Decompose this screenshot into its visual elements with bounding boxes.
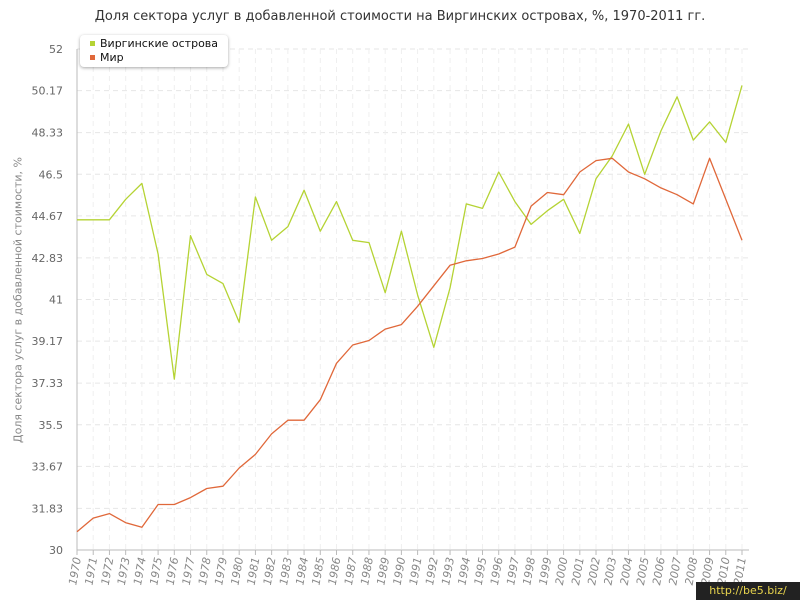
- x-tick-label: 2009: [699, 556, 717, 586]
- x-tick-label: 1970: [66, 556, 84, 586]
- x-tick-label: 1977: [180, 556, 198, 586]
- y-tick-label: 42.83: [32, 252, 64, 265]
- x-tick-label: 2006: [650, 556, 668, 586]
- chart-title: Доля сектора услуг в добавленной стоимос…: [94, 9, 706, 24]
- x-tick-label: 1979: [212, 556, 230, 586]
- x-tick-label: 1984: [293, 556, 311, 586]
- x-tick-label: 2001: [569, 556, 587, 586]
- x-tick-label: 1993: [439, 556, 457, 586]
- y-tick-label: 37.33: [32, 377, 64, 390]
- watermark-link[interactable]: http://be5.biz/: [696, 582, 800, 600]
- legend-label-series-1: Виргинские острова: [100, 37, 219, 50]
- legend-label-series-2: Мир: [100, 51, 124, 64]
- x-tick-label: 2007: [666, 556, 684, 586]
- x-tick-label: 1988: [358, 556, 376, 586]
- x-tick-label: 1976: [164, 556, 182, 586]
- x-tick-label: 1989: [374, 556, 392, 586]
- series-lines: [76, 85, 743, 533]
- x-tick-label: 1974: [131, 556, 149, 586]
- legend-item-series-2[interactable]: Мир: [90, 51, 124, 65]
- legend-swatch-series-2: [90, 54, 95, 60]
- x-tick-label: 1972: [99, 556, 117, 586]
- x-tick-label: 1980: [228, 556, 246, 586]
- x-tick-label: 1997: [504, 556, 522, 586]
- x-tick-label: 2005: [634, 556, 652, 586]
- x-tick-label: 1999: [537, 556, 555, 586]
- x-tick-label: 2004: [618, 556, 636, 586]
- y-tick-label: 48.33: [32, 127, 64, 140]
- x-tick-label: 2000: [553, 556, 571, 586]
- y-tick-label: 33.67: [32, 460, 64, 473]
- x-tick-label: 1982: [261, 556, 279, 586]
- y-tick-label: 50.17: [32, 85, 64, 98]
- x-tick-label: 1981: [245, 556, 263, 586]
- x-tick-label: 1973: [115, 556, 133, 586]
- x-tick-label: 1971: [83, 556, 101, 586]
- x-tick-label: 1985: [310, 556, 328, 586]
- x-tick-label: 2010: [715, 556, 733, 586]
- y-tick-label: 44.67: [32, 210, 64, 223]
- legend-item-series-1[interactable]: Виргинские острова: [90, 37, 218, 51]
- x-tick-label: 1994: [456, 556, 474, 586]
- x-tick-label: 1987: [342, 556, 360, 586]
- legend: Виргинские острова Мир: [80, 35, 228, 67]
- x-tick-label: 2002: [585, 556, 603, 586]
- y-tick-label: 35.5: [39, 419, 64, 432]
- x-tick-label: 1990: [391, 556, 409, 586]
- x-tick-label: 2011: [731, 556, 749, 586]
- y-tick-label: 39.17: [32, 335, 64, 348]
- y-tick-label: 30: [49, 544, 63, 557]
- x-tick-label: 2008: [683, 556, 701, 586]
- legend-swatch-series-1: [90, 40, 95, 46]
- x-tick-label: 1992: [423, 556, 441, 586]
- y-tick-label: 41: [49, 294, 63, 307]
- x-tick-label: 1983: [277, 556, 295, 586]
- x-tick-label: 1975: [147, 556, 165, 586]
- series-line-2[interactable]: [76, 157, 743, 533]
- x-tick-label: 1991: [407, 556, 425, 586]
- x-tick-label: 1996: [488, 556, 506, 586]
- axes: 30 31.83 33.67 35.5 37.33 39.17 41 42.83 44.67 46…: [32, 43, 749, 586]
- x-tick-label: 1998: [520, 556, 538, 586]
- y-tick-label: 46.5: [39, 168, 64, 181]
- x-tick-label: 2003: [602, 556, 620, 586]
- y-tick-label: 31.83: [32, 502, 64, 515]
- series-line-1[interactable]: [77, 85, 743, 380]
- x-tick-label: 1995: [472, 556, 490, 586]
- y-tick-label: 52: [49, 43, 63, 56]
- x-tick-label: 1986: [326, 556, 344, 586]
- x-tick-label: 1978: [196, 556, 214, 586]
